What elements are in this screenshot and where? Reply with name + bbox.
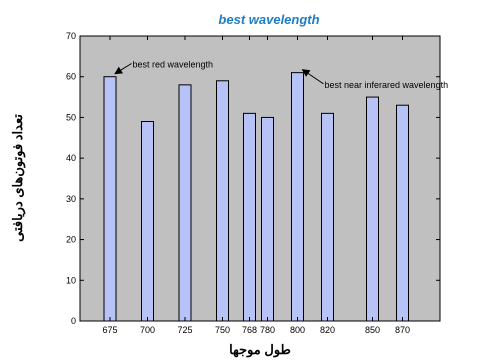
y-tick-label: 70 — [66, 31, 76, 41]
annotation-label: best red wavelength — [133, 60, 214, 70]
x-axis-label: طول موجها — [229, 342, 291, 358]
y-axis-label: تعداد فوتون‌های دریافتی — [10, 114, 26, 242]
y-tick-label: 0 — [71, 316, 76, 326]
bar-850 — [366, 96, 379, 322]
bars-group — [103, 72, 409, 322]
bar-800 — [291, 72, 304, 322]
x-tick-label: 725 — [177, 325, 192, 335]
bar-768 — [243, 112, 256, 322]
x-tick-label: 820 — [320, 325, 335, 335]
y-tick-label: 30 — [66, 194, 76, 204]
bar-725 — [178, 84, 192, 322]
bar-700 — [141, 121, 154, 322]
bar-780 — [261, 116, 274, 322]
y-tick-label: 50 — [66, 112, 76, 122]
annotation-arrow — [114, 63, 132, 75]
bar-675 — [103, 76, 117, 322]
x-tick-label: 800 — [290, 325, 305, 335]
x-tick-label: 870 — [395, 325, 410, 335]
x-tick-label: 750 — [215, 325, 230, 335]
annotation-arrow — [301, 69, 324, 85]
y-tick-label: 40 — [66, 153, 76, 163]
axes-group: 0 10 20 30 40 50 60 70 675 700 725 750 768 780 800 820 8… — [66, 31, 441, 335]
x-tick-label: 768 — [242, 325, 257, 335]
x-tick-label: 675 — [102, 325, 117, 335]
plot-area — [80, 36, 440, 321]
annotation-label: best near inferared wavelength — [325, 80, 449, 90]
x-tick-label: 700 — [140, 325, 155, 335]
y-tick-label: 10 — [66, 275, 76, 285]
bar-820 — [321, 112, 334, 322]
annotations-group: best red wavelength best near inferared w… — [114, 60, 449, 90]
x-tick-label: 780 — [260, 325, 275, 335]
y-tick-label: 60 — [66, 72, 76, 82]
x-tick-label: 850 — [365, 325, 380, 335]
plot-frame — [79, 35, 441, 322]
y-tick-label: 20 — [66, 235, 76, 245]
chart-title: best wavelength — [218, 12, 319, 27]
bar-750 — [216, 80, 229, 322]
bar-870 — [396, 104, 409, 322]
